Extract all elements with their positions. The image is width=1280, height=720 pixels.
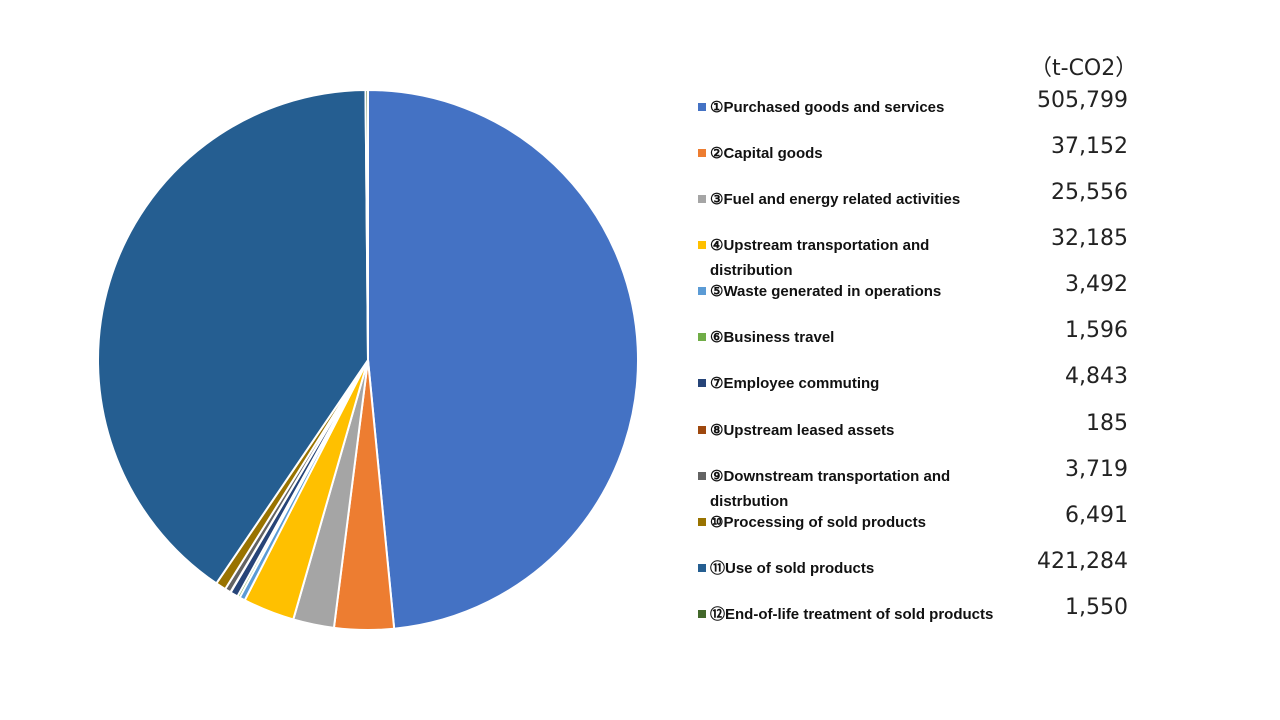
legend-label: ⑨Downstream transportation and distrbuti… xyxy=(710,468,951,510)
legend-label: ⑦Employee commuting xyxy=(710,375,880,392)
legend-item: ②Capital goods 37,152 xyxy=(698,134,1258,186)
legend-swatch xyxy=(698,103,706,111)
legend-item: ⑩Processing of sold products 6,491 xyxy=(698,503,1258,555)
legend-label: ③Fuel and energy related activities xyxy=(710,191,961,208)
legend-value: 505,799 xyxy=(1037,88,1128,113)
legend-label: ⑩Processing of sold products xyxy=(710,514,926,531)
legend-item: ⑫End-of-life treatment of sold products … xyxy=(698,595,1258,647)
legend-value: 1,596 xyxy=(1065,318,1128,343)
legend-value: 6,491 xyxy=(1065,503,1128,528)
legend-label: ⑪Use of sold products xyxy=(710,560,875,577)
pie-slice xyxy=(97,88,370,585)
legend-label: ⑥Business travel xyxy=(710,329,835,346)
legend-item: ⑤Waste generated in operations 3,492 xyxy=(698,272,1258,324)
legend-value: 185 xyxy=(1086,411,1128,436)
legend-value: 25,556 xyxy=(1051,180,1128,205)
legend-item: ⑨Downstream transportation and distrbuti… xyxy=(698,457,1258,510)
legend-value: 37,152 xyxy=(1051,134,1128,159)
legend-swatch xyxy=(698,472,706,480)
legend-label: ⑫End-of-life treatment of sold products xyxy=(710,606,994,623)
legend-swatch xyxy=(698,518,706,526)
legend-value: 32,185 xyxy=(1051,226,1128,251)
legend-item: ④Upstream transportation and distributio… xyxy=(698,226,1258,279)
legend-swatch xyxy=(698,333,706,341)
legend-swatch xyxy=(698,149,706,157)
pie-slice xyxy=(364,88,369,361)
legend-item: ⑥Business travel 1,596 xyxy=(698,318,1258,370)
legend-swatch xyxy=(698,564,706,572)
unit-label: （t-CO2） xyxy=(1030,56,1138,81)
legend-item: ⑧Upstream leased assets 185 xyxy=(698,411,1258,463)
legend-swatch xyxy=(698,379,706,387)
legend-label: ②Capital goods xyxy=(710,145,823,162)
legend-label: ⑤Waste generated in operations xyxy=(710,283,942,300)
legend-item: ③Fuel and energy related activities 25,5… xyxy=(698,180,1258,232)
legend-swatch xyxy=(698,426,706,434)
legend-item: ⑪Use of sold products 421,284 xyxy=(698,549,1258,601)
legend-swatch xyxy=(698,287,706,295)
pie-chart xyxy=(97,88,639,631)
pie-slice xyxy=(367,88,639,630)
legend-swatch xyxy=(698,241,706,249)
legend-label: ⑧Upstream leased assets xyxy=(710,422,895,439)
legend-value: 4,843 xyxy=(1065,364,1128,389)
legend-value: 3,719 xyxy=(1065,457,1128,482)
legend-swatch xyxy=(698,610,706,618)
legend-value: 421,284 xyxy=(1037,549,1128,574)
legend-value: 3,492 xyxy=(1065,272,1128,297)
legend-item: ①Purchased goods and services 505,799 xyxy=(698,88,1258,140)
legend-swatch xyxy=(698,195,706,203)
legend-label: ④Upstream transportation and distributio… xyxy=(710,237,930,279)
legend-label: ①Purchased goods and services xyxy=(710,99,945,116)
legend-item: ⑦Employee commuting 4,843 xyxy=(698,364,1258,416)
legend-value: 1,550 xyxy=(1065,595,1128,620)
